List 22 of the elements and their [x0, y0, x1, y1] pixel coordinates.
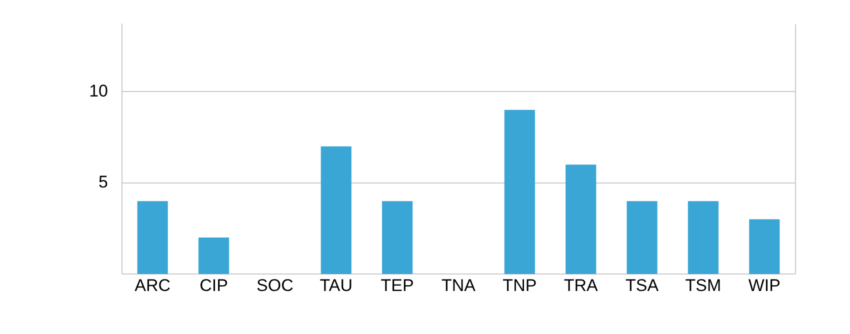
- bar: [749, 219, 780, 274]
- bar: [626, 201, 658, 274]
- x-tick-label: TSM: [685, 276, 722, 295]
- x-tick-label: TAU: [320, 276, 353, 295]
- bar: [504, 110, 535, 274]
- x-tick-label: TSA: [626, 276, 660, 295]
- bar: [382, 201, 413, 274]
- y-tick-label: 5: [98, 172, 108, 192]
- bar: [320, 146, 352, 274]
- y-tick-label: 10: [89, 81, 108, 100]
- bar: [198, 238, 230, 274]
- bar: [566, 164, 596, 274]
- x-tick-label: CIP: [200, 276, 228, 295]
- x-tick-label: TNA: [442, 276, 476, 295]
- bar: [137, 201, 168, 274]
- x-tick-label: TNP: [502, 276, 537, 295]
- x-tick-label: TEP: [380, 276, 414, 295]
- x-tick-label: WIP: [748, 276, 780, 295]
- bar: [688, 201, 719, 274]
- x-tick-label: SOC: [256, 276, 294, 295]
- x-tick-label: ARC: [134, 276, 171, 295]
- x-tick-label: TRA: [564, 276, 599, 295]
